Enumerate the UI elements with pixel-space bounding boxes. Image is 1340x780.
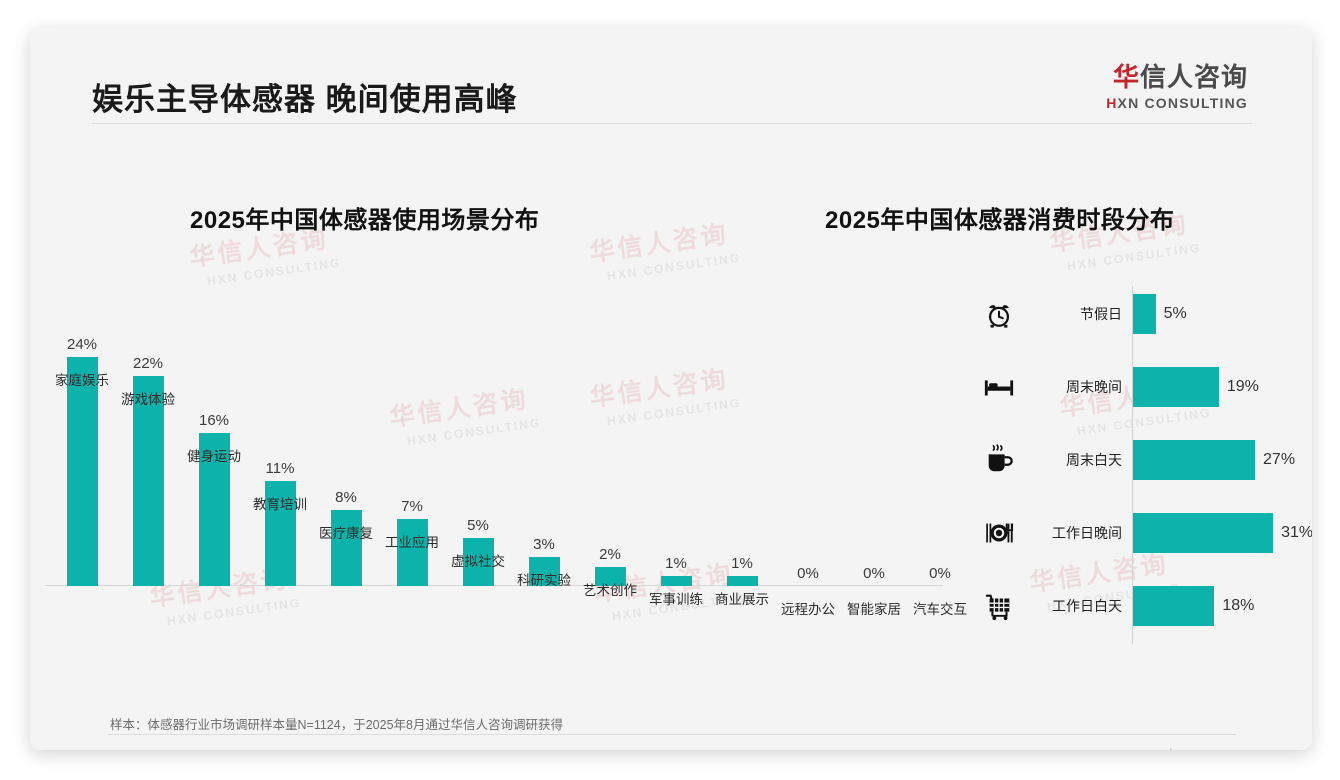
dining-plate-icon: [982, 516, 1016, 550]
column-value-label: 5%: [467, 517, 489, 535]
slide-header: 娱乐主导体感器 晚间使用高峰 华信人咨询 HXN CONSULTING: [30, 28, 1312, 124]
bar-value-label: 31%: [1281, 524, 1312, 541]
company-logo: 华信人咨询 HXN CONSULTING: [1106, 64, 1248, 110]
copyright-text: ©2025.10 HXR华信人咨询: [104, 746, 257, 750]
column-value-label: 8%: [335, 488, 357, 506]
column-value-label: 0%: [797, 565, 819, 582]
column-chart-item: 24% 家庭娱乐: [49, 336, 115, 586]
left-chart-title: 2025年中国体感器使用场景分布: [190, 207, 540, 234]
column-bar[interactable]: [330, 509, 362, 586]
horizontal-bar[interactable]: [1133, 513, 1274, 553]
coffee-mug-icon: [982, 443, 1016, 477]
footer-divider: [108, 734, 1236, 735]
column-value-label: 0%: [929, 565, 951, 582]
column-bar[interactable]: [132, 375, 164, 586]
column-value-label: 24%: [66, 335, 98, 353]
column-chart-item: 1% 商业展示: [709, 555, 775, 607]
column-category-label: 汽车交互: [913, 602, 967, 617]
column-chart-item: 16% 健身运动: [181, 412, 247, 586]
horizontal-bar[interactable]: [1133, 440, 1256, 480]
bar-value-label: 18%: [1222, 597, 1255, 614]
bar-category-label: 工作日白天: [1052, 598, 1122, 614]
bar-value-label: 19%: [1226, 378, 1259, 395]
column-bar[interactable]: [528, 557, 560, 586]
column-bar[interactable]: [66, 356, 98, 586]
slide-card: 华信人咨询 HXN CONSULTING 华信人咨询 HXN CONSULTIN…: [30, 28, 1312, 750]
column-bar[interactable]: [660, 576, 692, 586]
column-chart-item: 22% 游戏体验: [115, 355, 181, 586]
bar-category-label: 周末晚间: [1066, 379, 1122, 395]
shopping-cart-icon: [982, 589, 1016, 623]
column-category-label: 军事训练: [649, 592, 703, 608]
horizontal-bar[interactable]: [1133, 367, 1219, 407]
logo-en-rest: XN CONSULTING: [1117, 95, 1248, 111]
website-url: www.hxrcon.com: [1140, 747, 1234, 750]
column-value-label: 16%: [198, 412, 230, 430]
logo-cn-accent-char: 华: [1112, 62, 1140, 92]
bar-value-label: 5%: [1163, 305, 1187, 322]
watermark-en: HXN CONSULTING: [1066, 240, 1203, 274]
column-category-label: 游戏体验: [121, 391, 175, 407]
sample-footnote: 样本：体感器行业市场调研样本量N=1124，于2025年8月通过华信人咨询调研获…: [110, 718, 563, 732]
column-bar[interactable]: [726, 576, 758, 586]
page-title: 娱乐主导体感器 晚间使用高峰: [92, 82, 518, 117]
column-value-label: 1%: [665, 555, 687, 573]
column-category-label: 远程办公: [781, 602, 835, 617]
column-category-label: 商业展示: [715, 592, 769, 608]
logo-english-text: HXN CONSULTING: [1106, 96, 1248, 110]
column-category-label: 工业应用: [385, 535, 439, 551]
column-value-label: 1%: [731, 555, 753, 573]
chart-baseline: [45, 585, 943, 586]
column-category-label: 艺术创作: [583, 582, 637, 598]
header-divider: [92, 123, 1252, 124]
column-chart-item: 5% 虚拟社交: [445, 517, 511, 586]
column-value-label: 22%: [132, 354, 164, 372]
bar-chart-row: 节假日 5%: [960, 290, 1300, 338]
horizontal-bar[interactable]: [1133, 586, 1215, 626]
column-value-label: 11%: [265, 459, 295, 477]
bar-chart-row: 工作日白天 18%: [960, 582, 1300, 630]
column-chart-item: 11% 教育培训: [247, 460, 313, 586]
column-chart-item: 8% 医疗康复: [313, 489, 379, 586]
bar-chart-row: 周末晚间 19%: [960, 363, 1300, 411]
bar-category-label: 节假日: [1080, 306, 1122, 322]
column-category-label: 虚拟社交: [451, 554, 505, 570]
column-chart-item: 3% 科研实验: [511, 536, 577, 589]
column-bar[interactable]: [462, 538, 494, 586]
bed-icon: [982, 370, 1016, 404]
bar-category-label: 周末白天: [1066, 452, 1122, 468]
bar-value-label: 27%: [1263, 451, 1296, 468]
usage-scenario-column-chart: 24% 家庭娱乐 22% 游戏体验 16% 健身运动 11% 教育培训 8% 医疗康复 7% 工业应用…: [38, 268, 967, 628]
column-bar[interactable]: [264, 480, 296, 586]
column-chart-item: 7% 工业应用: [379, 498, 445, 586]
bar-chart-row: 周末白天 27%: [960, 436, 1300, 484]
right-chart-title: 2025年中国体感器消费时段分布: [825, 207, 1175, 234]
consumption-time-bar-chart: 节假日 5% 周末晚间 19% 周末白天 27% 工作日晚间 31% 工作日白天 18%: [960, 278, 1312, 658]
logo-chinese-text: 华信人咨询: [1106, 64, 1248, 90]
column-category-label: 医疗康复: [319, 525, 373, 541]
column-category-label: 智能家居: [847, 602, 901, 617]
column-value-label: 3%: [533, 536, 555, 554]
watermark-cn: 华信人咨询: [587, 220, 731, 268]
column-chart-item: 2% 艺术创作: [577, 546, 643, 598]
column-bar[interactable]: [594, 566, 626, 586]
horizontal-bar[interactable]: [1133, 294, 1156, 334]
column-category-label: 健身运动: [187, 449, 241, 465]
column-value-label: 2%: [599, 545, 621, 563]
alarm-clock-icon: [982, 297, 1016, 331]
column-bar[interactable]: [396, 519, 428, 586]
column-bar[interactable]: [198, 433, 230, 586]
column-value-label: 0%: [863, 565, 885, 582]
bar-category-label: 工作日晚间: [1052, 525, 1122, 541]
logo-en-accent-char: H: [1106, 95, 1118, 111]
column-category-label: 教育培训: [253, 496, 307, 512]
column-value-label: 7%: [401, 498, 423, 516]
bar-chart-row: 工作日晚间 31%: [960, 509, 1312, 557]
column-category-label: 科研实验: [517, 573, 571, 589]
column-category-label: 家庭娱乐: [55, 372, 109, 388]
column-chart-item: 1% 军事训练: [643, 555, 709, 607]
chart-axis-line: [1132, 286, 1133, 644]
logo-cn-rest: 信人咨询: [1139, 62, 1248, 92]
